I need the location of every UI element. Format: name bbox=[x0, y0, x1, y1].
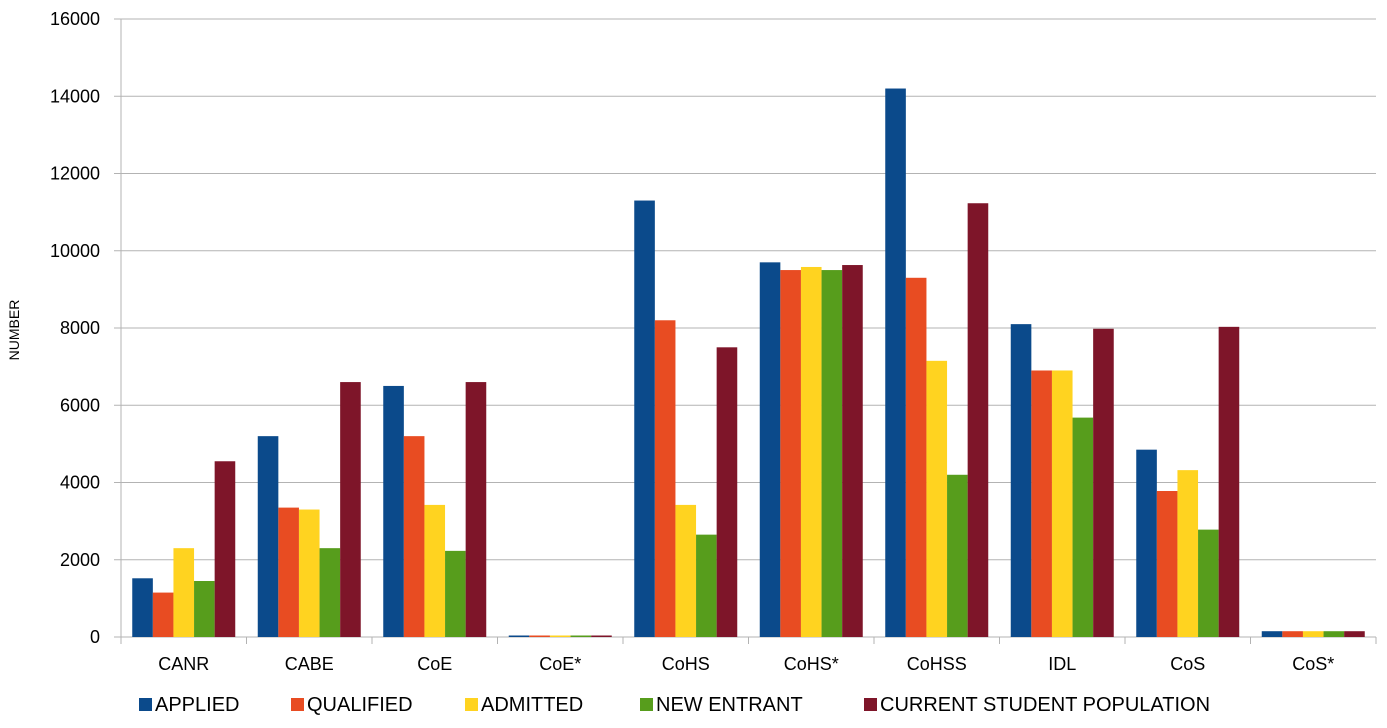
bar-new-entrant bbox=[1323, 631, 1345, 637]
y-tick-label: 2000 bbox=[60, 550, 100, 570]
bar-new-entrant bbox=[947, 474, 968, 637]
bar-admitted bbox=[549, 635, 571, 637]
legend-label: CURRENT STUDENT POPULATION bbox=[880, 694, 1210, 716]
x-tick-label: CoHSS bbox=[907, 654, 967, 674]
bar-qualified bbox=[152, 592, 174, 637]
x-tick-label: CoHS* bbox=[784, 654, 839, 674]
x-tick-label: CoE* bbox=[539, 654, 581, 674]
x-tick-labels: CANR CABE CoE CoE* CoHS CoHS* CoHSS IDL CoS CoS* bbox=[158, 654, 1334, 674]
bar-current-student-population bbox=[1093, 328, 1114, 637]
bar-current-student-population bbox=[967, 203, 989, 637]
bar-new-entrant bbox=[319, 548, 341, 637]
bar-current-student-population bbox=[1344, 631, 1365, 637]
legend-swatch bbox=[465, 698, 478, 711]
bar-qualified bbox=[403, 436, 425, 637]
y-tick-label: 4000 bbox=[60, 473, 100, 493]
x-tick-label: CANR bbox=[158, 654, 209, 674]
bar-applied bbox=[257, 436, 279, 637]
legend-label: NEW ENTRANT bbox=[656, 694, 803, 716]
x-tick-label: CoS* bbox=[1292, 654, 1334, 674]
y-tick-label: 12000 bbox=[50, 164, 100, 184]
bar-qualified bbox=[1156, 490, 1178, 637]
bars bbox=[132, 88, 1365, 637]
y-axis-label: NUMBER bbox=[6, 300, 22, 361]
bar-new-entrant bbox=[821, 270, 843, 637]
bar-applied bbox=[759, 262, 781, 637]
x-tick-label: CoS bbox=[1170, 654, 1205, 674]
x-tick-label: CoHS bbox=[662, 654, 710, 674]
y-tick-labels: 0 2000 4000 6000 8000 10000 12000 14000 16000 bbox=[50, 9, 100, 647]
y-tick-label: 6000 bbox=[60, 395, 100, 415]
bar-qualified bbox=[1282, 631, 1303, 637]
x-tick-label: IDL bbox=[1048, 654, 1076, 674]
bar-current-student-population bbox=[716, 347, 738, 637]
y-tick-label: 0 bbox=[90, 627, 100, 647]
bar-current-student-population bbox=[1218, 326, 1240, 637]
legend-swatch bbox=[291, 698, 304, 711]
bar-current-student-population bbox=[214, 461, 236, 637]
x-tick-label: CoE bbox=[417, 654, 452, 674]
y-tick-label: 16000 bbox=[50, 9, 100, 29]
x-tick-label: CABE bbox=[285, 654, 334, 674]
bar-applied bbox=[1010, 324, 1032, 637]
legend-swatch bbox=[864, 698, 877, 711]
legend-swatch bbox=[640, 698, 653, 711]
bar-qualified bbox=[654, 320, 676, 637]
legend: APPLIED QUALIFIED ADMITTED NEW ENTRANT CURRE… bbox=[139, 694, 1210, 716]
bar-qualified bbox=[529, 635, 550, 637]
bar-new-entrant bbox=[1072, 417, 1094, 637]
bar-admitted bbox=[675, 504, 697, 637]
legend-swatch bbox=[139, 698, 152, 711]
bar-new-entrant bbox=[696, 534, 717, 637]
bar-qualified bbox=[278, 507, 299, 637]
bar-applied bbox=[508, 635, 530, 637]
bar-current-student-population bbox=[465, 382, 487, 637]
bar-current-student-population bbox=[842, 265, 863, 637]
bar-admitted bbox=[298, 509, 320, 637]
bar-admitted bbox=[1051, 370, 1073, 637]
bar-applied bbox=[634, 200, 655, 637]
bar-applied bbox=[1136, 449, 1157, 637]
bar-admitted bbox=[926, 360, 948, 637]
bar-admitted bbox=[173, 548, 195, 637]
legend-label: QUALIFIED bbox=[307, 694, 413, 716]
bar-admitted bbox=[1302, 631, 1324, 637]
y-tick-label: 14000 bbox=[50, 86, 100, 106]
bar-new-entrant bbox=[445, 550, 466, 637]
bar-applied bbox=[885, 88, 906, 637]
bar-new-entrant bbox=[570, 635, 592, 637]
bar-qualified bbox=[905, 277, 927, 637]
bar-applied bbox=[132, 578, 153, 637]
bar-admitted bbox=[800, 266, 822, 637]
bar-qualified bbox=[780, 270, 801, 637]
bar-current-student-population bbox=[591, 635, 612, 637]
bar-new-entrant bbox=[194, 580, 215, 637]
legend-label: ADMITTED bbox=[481, 694, 583, 716]
bar-applied bbox=[1261, 631, 1283, 637]
bar-admitted bbox=[424, 504, 446, 637]
bar-qualified bbox=[1031, 370, 1052, 637]
y-tick-label: 10000 bbox=[50, 241, 100, 261]
bar-admitted bbox=[1177, 470, 1199, 637]
bar-new-entrant bbox=[1198, 529, 1219, 637]
bar-applied bbox=[383, 385, 404, 637]
y-tick-label: 8000 bbox=[60, 318, 100, 338]
bar-current-student-population bbox=[340, 382, 361, 637]
legend-label: APPLIED bbox=[155, 694, 239, 716]
